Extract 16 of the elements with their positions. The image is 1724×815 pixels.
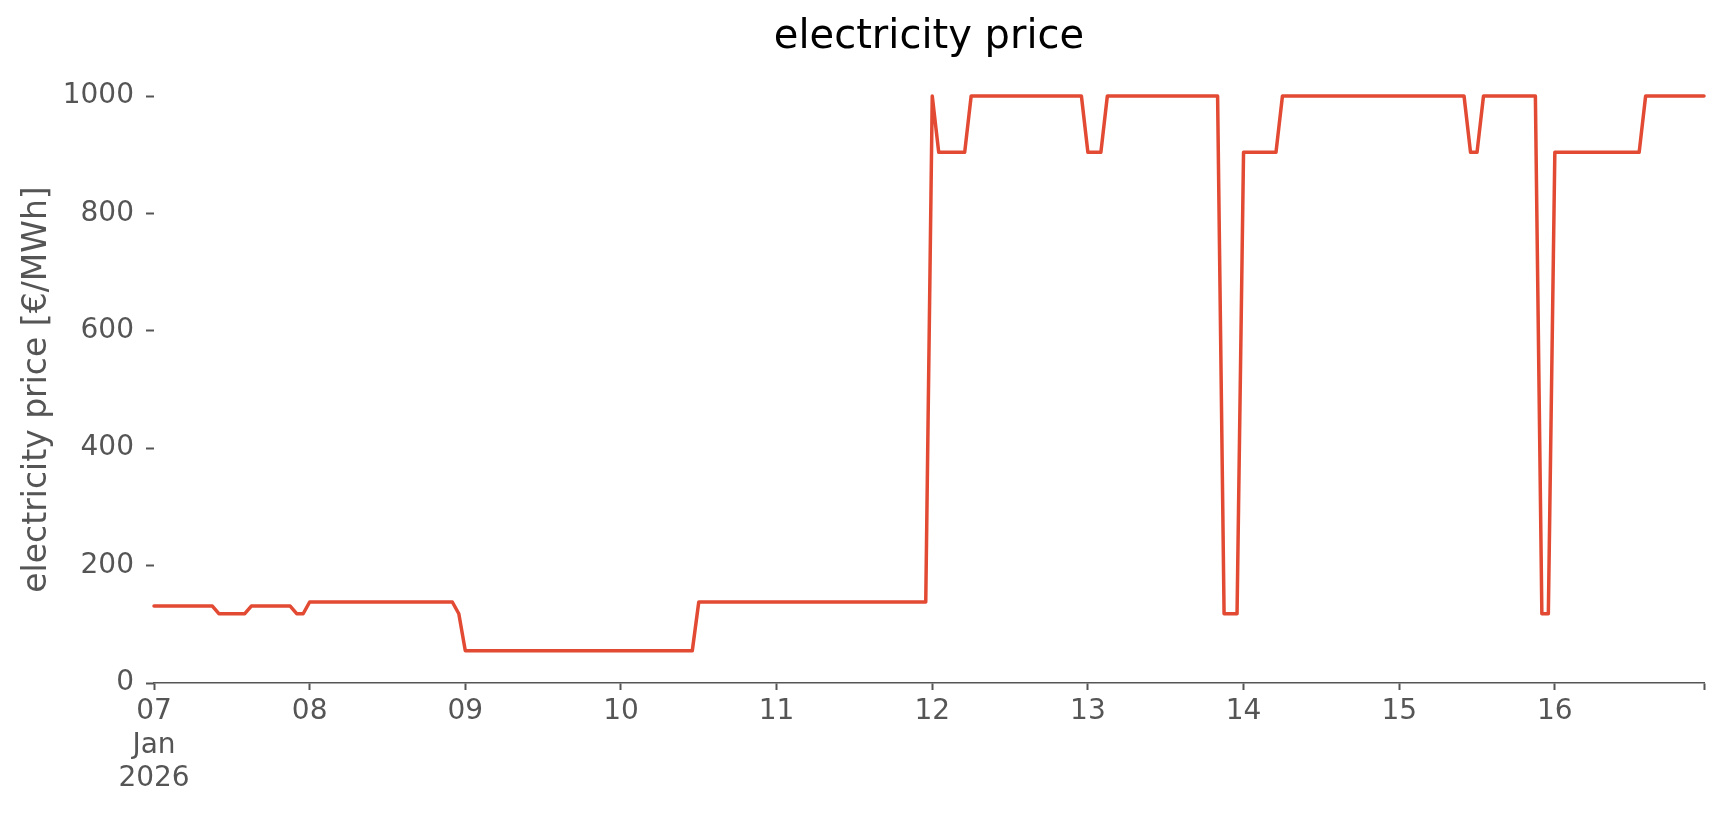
y-tick-label: 600 bbox=[80, 312, 134, 346]
chart-title: electricity price bbox=[773, 11, 1085, 58]
x-tick-label: 16 bbox=[1537, 693, 1573, 727]
x-tick-label: 11 bbox=[758, 693, 795, 727]
x-tick-label: 08 bbox=[291, 693, 328, 727]
y-tick-label: 400 bbox=[80, 429, 134, 463]
x-tick-label: 15 bbox=[1381, 693, 1418, 727]
y-tick-label: 200 bbox=[80, 546, 134, 580]
y-tick-label: 1000 bbox=[62, 77, 134, 111]
y-tick-label: 800 bbox=[80, 194, 134, 228]
x-tick-label: 12 bbox=[914, 693, 951, 727]
x-tick-label: 09 bbox=[447, 693, 484, 727]
y-axis-title: electricity price [€/MWh] bbox=[15, 186, 55, 593]
x-tick-label: 10 bbox=[603, 693, 639, 727]
x-tick-label: 13 bbox=[1070, 693, 1106, 727]
x-tick-label: 14 bbox=[1225, 693, 1262, 727]
